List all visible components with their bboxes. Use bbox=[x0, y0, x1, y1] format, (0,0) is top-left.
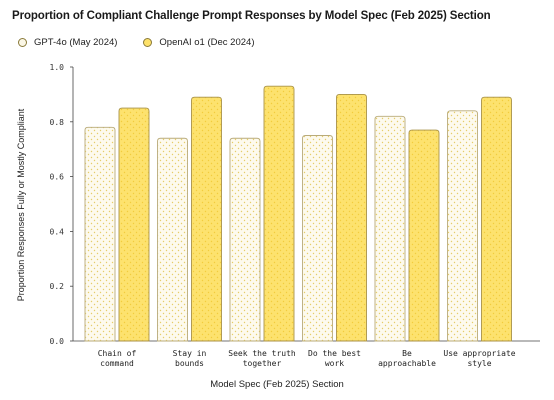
bar-o1 bbox=[481, 96, 512, 342]
bar-o1 bbox=[191, 96, 222, 342]
legend-swatch-gpt4o bbox=[18, 38, 27, 47]
bars bbox=[84, 85, 512, 342]
chart-title: Proportion of Compliant Challenge Prompt… bbox=[12, 10, 491, 22]
legend-swatch-o1 bbox=[143, 38, 153, 47]
bar-gpt4o bbox=[157, 137, 188, 342]
y-tick-label: 0.4 bbox=[50, 227, 65, 236]
legend-label-o1: OpenAI o1 (Dec 2024) bbox=[159, 37, 255, 48]
bar-gpt4o bbox=[84, 126, 116, 342]
bar-gpt4o bbox=[447, 110, 478, 342]
bar-gpt4o bbox=[374, 115, 406, 342]
legend-item-o1: OpenAI o1 (Dec 2024) bbox=[143, 37, 254, 48]
y-tick-label: 0.8 bbox=[50, 118, 65, 127]
bar-o1 bbox=[336, 93, 367, 342]
y-tick-label: 0.2 bbox=[50, 282, 65, 291]
y-tick-label: 0.0 bbox=[50, 337, 65, 346]
x-category-label: Use appropriate style bbox=[443, 349, 515, 368]
bar-o1 bbox=[408, 129, 440, 342]
bar-o1 bbox=[118, 107, 150, 342]
x-labels: Chain of command Stay in bounds Seek the tru… bbox=[98, 349, 516, 368]
y-ticks: 0.0 0.2 0.4 0.6 0.8 1.0 bbox=[50, 63, 73, 346]
x-category-label: Chain of command bbox=[98, 349, 137, 368]
legend-item-gpt4o: GPT-4o (May 2024) bbox=[18, 37, 117, 48]
x-category-label: Stay in bounds bbox=[173, 349, 207, 368]
y-tick-label: 1.0 bbox=[50, 63, 65, 72]
x-category-label: Be approachable bbox=[378, 349, 436, 368]
bar-gpt4o bbox=[229, 137, 261, 342]
y-tick-label: 0.6 bbox=[50, 173, 65, 182]
x-axis-title: Model Spec (Feb 2025) Section bbox=[210, 379, 344, 390]
bar-o1 bbox=[263, 85, 295, 342]
y-axis-title: Proportion Responses Fully or Mostly Com… bbox=[16, 108, 26, 302]
x-category-label: Seek the truth together bbox=[228, 349, 296, 368]
x-category-label: Do the best work bbox=[308, 349, 361, 368]
bar-gpt4o bbox=[302, 135, 333, 342]
legend-label-gpt4o: GPT-4o (May 2024) bbox=[34, 37, 118, 48]
legend: GPT-4o (May 2024) OpenAI o1 (Dec 2024) bbox=[18, 37, 280, 48]
